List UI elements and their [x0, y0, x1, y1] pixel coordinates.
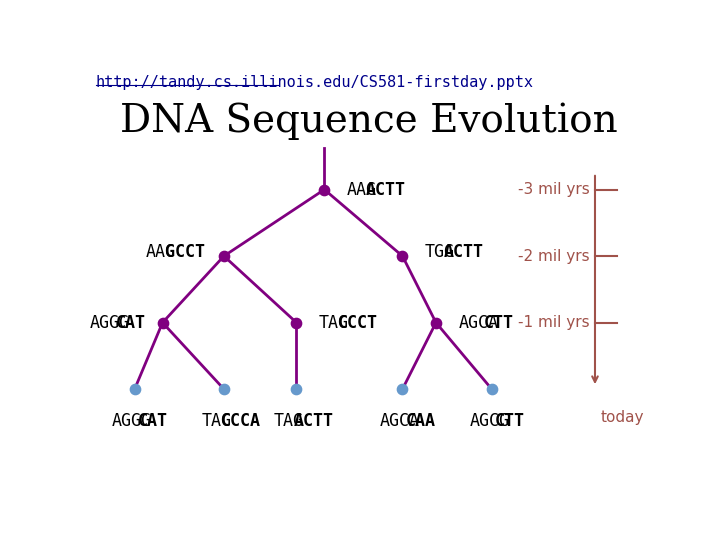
Text: DNA Sequence Evolution: DNA Sequence Evolution	[120, 102, 618, 140]
Point	[486, 385, 498, 394]
Point	[129, 385, 140, 394]
Point	[157, 318, 168, 327]
Text: TAG: TAG	[202, 412, 231, 430]
Text: ACTT: ACTT	[293, 412, 333, 430]
Text: -1 mil yrs: -1 mil yrs	[518, 315, 590, 330]
Point	[318, 185, 330, 194]
Text: ACTT: ACTT	[444, 243, 484, 261]
Text: CCCA: CCCA	[221, 412, 261, 430]
Text: AAG: AAG	[347, 180, 377, 199]
Text: AGGG: AGGG	[90, 314, 130, 332]
Text: AGCG: AGCG	[469, 412, 509, 430]
Text: CTT: CTT	[484, 314, 514, 332]
Point	[397, 252, 408, 260]
Text: AAG: AAG	[145, 243, 176, 261]
Point	[218, 385, 230, 394]
Text: http://tandy.cs.illinois.edu/CS581-firstday.pptx: http://tandy.cs.illinois.edu/CS581-first…	[96, 75, 534, 90]
Text: TAG: TAG	[319, 314, 348, 332]
Text: CAT: CAT	[116, 314, 145, 332]
Text: CAA: CAA	[405, 412, 436, 430]
Text: -2 mil yrs: -2 mil yrs	[518, 248, 590, 264]
Text: CAT: CAT	[138, 412, 168, 430]
Point	[291, 318, 302, 327]
Point	[431, 318, 442, 327]
Text: AGGG: AGGG	[112, 412, 152, 430]
Text: GCCT: GCCT	[165, 243, 205, 261]
Text: TGG: TGG	[425, 243, 455, 261]
Text: ACTT: ACTT	[366, 180, 406, 199]
Text: AGCA: AGCA	[459, 314, 498, 332]
Point	[218, 252, 230, 260]
Text: CCCT: CCCT	[338, 314, 378, 332]
Text: today: today	[600, 410, 644, 425]
Text: AGCA: AGCA	[380, 412, 420, 430]
Text: CTT: CTT	[495, 412, 525, 430]
Text: -3 mil yrs: -3 mil yrs	[518, 182, 590, 197]
Point	[291, 385, 302, 394]
Point	[397, 385, 408, 394]
Text: TAG: TAG	[274, 412, 304, 430]
